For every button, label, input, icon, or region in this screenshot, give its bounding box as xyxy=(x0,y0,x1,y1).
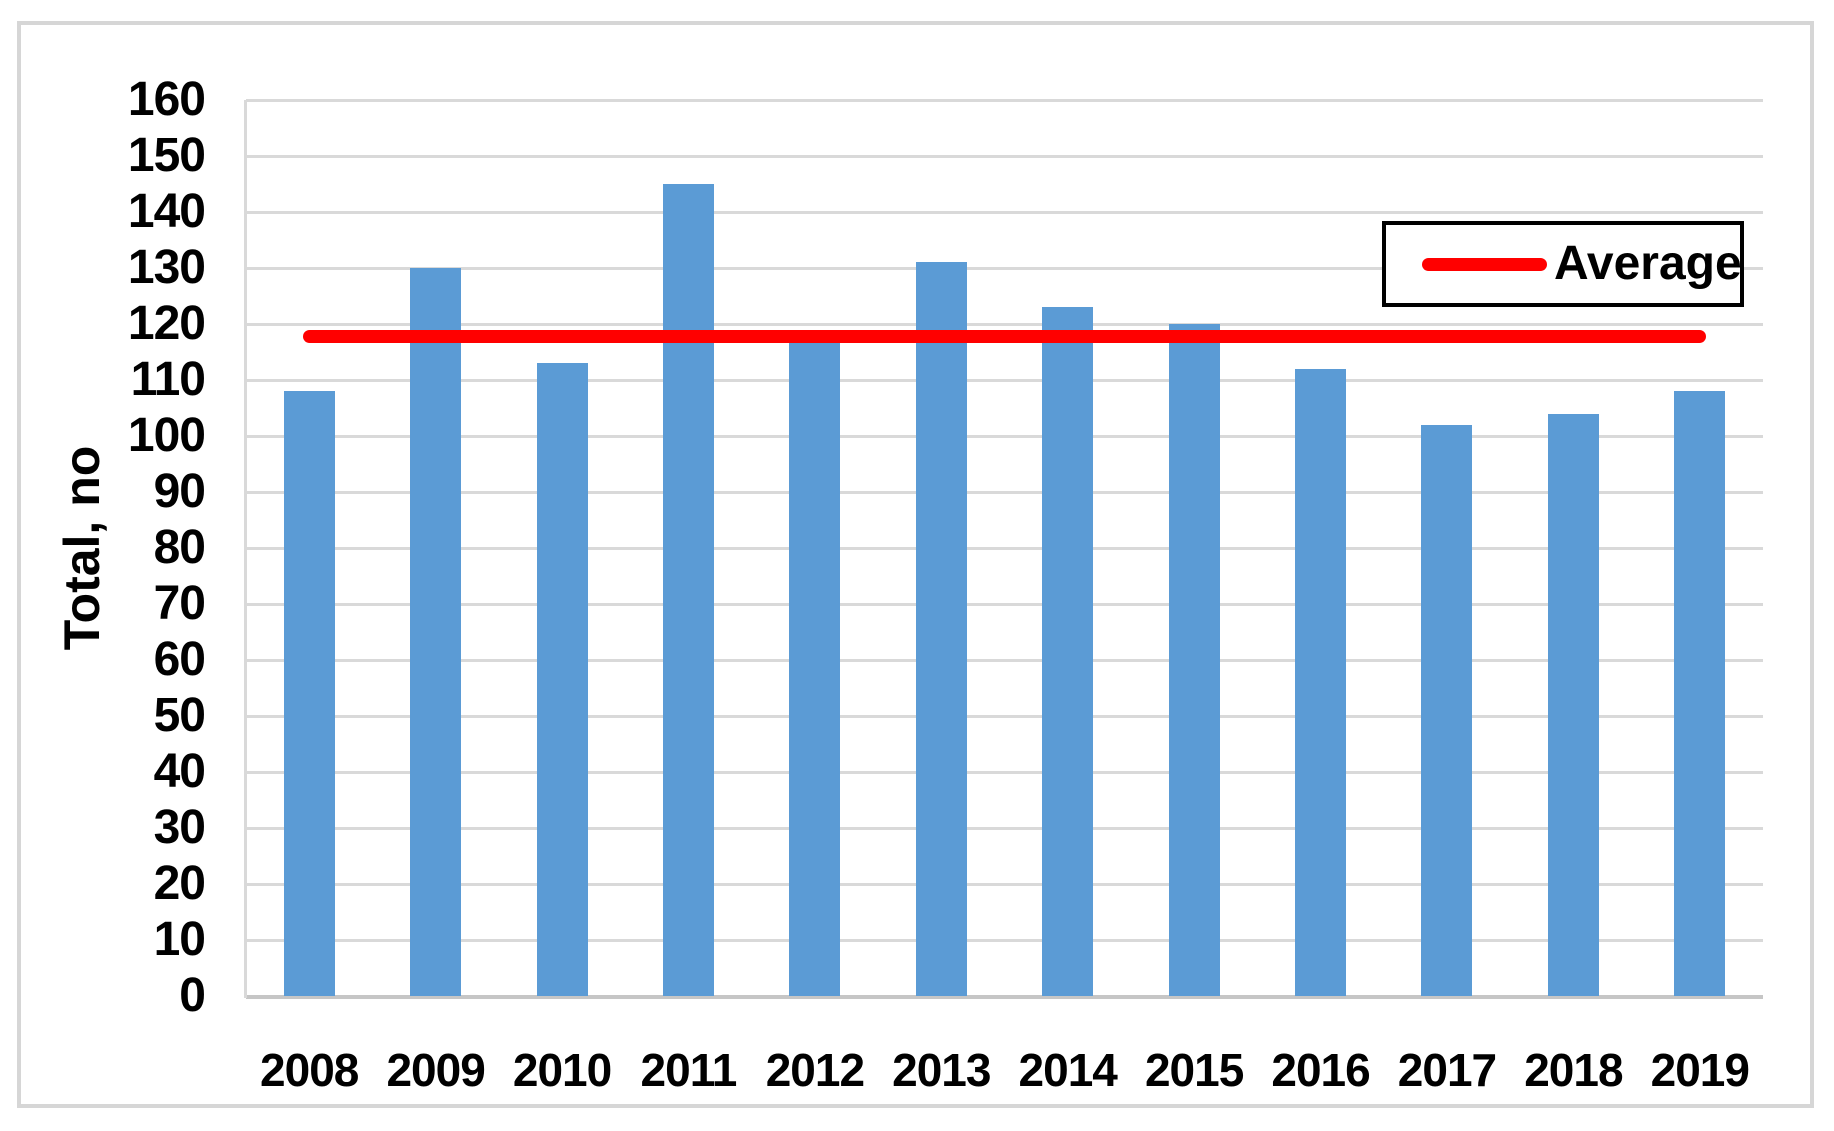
y-tick-label-80: 80 xyxy=(153,521,206,574)
gridline-110 xyxy=(246,378,1763,382)
gridline-130 xyxy=(246,266,1763,270)
x-tick-label-2011: 2011 xyxy=(640,1044,738,1096)
y-tick-label-120: 120 xyxy=(127,297,206,350)
x-tick-label-2009: 2009 xyxy=(386,1044,485,1096)
y-tick-label-40: 40 xyxy=(153,745,206,798)
gridline-10 xyxy=(246,938,1763,942)
bar-2008 xyxy=(283,391,335,996)
y-tick-label-140: 140 xyxy=(127,185,206,238)
bar-2016 xyxy=(1295,368,1347,996)
x-tick-label-2014: 2014 xyxy=(1018,1044,1118,1096)
gridline-80 xyxy=(246,546,1763,550)
gridline-120 xyxy=(246,322,1763,326)
x-tick-label-2008: 2008 xyxy=(260,1044,359,1096)
y-tick-label-60: 60 xyxy=(153,633,206,686)
plot-area xyxy=(244,98,1763,999)
average-line-swatch xyxy=(1422,257,1547,271)
y-tick-label-90: 90 xyxy=(153,465,206,518)
y-tick-label-100: 100 xyxy=(127,409,206,462)
legend-label-average: Average xyxy=(1554,237,1742,290)
bar-2011 xyxy=(662,184,714,996)
x-tick-label-2010: 2010 xyxy=(512,1044,612,1096)
x-tick-label-2012: 2012 xyxy=(765,1044,865,1096)
bar-2014 xyxy=(1042,307,1094,996)
bar-2010 xyxy=(536,363,588,996)
x-tick-label-2016: 2016 xyxy=(1271,1044,1370,1096)
y-tick-label-30: 30 xyxy=(153,801,206,854)
y-tick-label-10: 10 xyxy=(153,913,206,966)
x-tick-label-2017: 2017 xyxy=(1397,1044,1497,1096)
y-axis-line xyxy=(244,100,247,998)
gridline-150 xyxy=(246,154,1763,158)
gridline-40 xyxy=(246,770,1763,774)
gridline-70 xyxy=(246,602,1763,606)
y-tick-label-110: 110 xyxy=(130,353,206,406)
average-line xyxy=(302,330,1707,344)
gridline-0 xyxy=(246,994,1763,999)
y-tick-label-70: 70 xyxy=(153,577,206,630)
bar-2019 xyxy=(1674,391,1726,996)
bar-2017 xyxy=(1421,424,1473,996)
y-tick-label-20: 20 xyxy=(153,857,206,910)
gridline-140 xyxy=(246,210,1763,214)
y-tick-label-0: 0 xyxy=(179,969,206,1022)
legend-box: Average xyxy=(1382,221,1744,307)
bar-2015 xyxy=(1168,324,1220,996)
gridline-160 xyxy=(246,98,1763,102)
y-tick-label-150: 150 xyxy=(127,129,206,182)
gridline-50 xyxy=(246,714,1763,718)
y-tick-label-130: 130 xyxy=(127,241,206,294)
x-tick-label-2015: 2015 xyxy=(1144,1044,1244,1096)
bar-2018 xyxy=(1547,413,1599,996)
y-axis-title: Total, no xyxy=(54,445,110,651)
gridline-20 xyxy=(246,882,1763,886)
y-tick-label-160: 160 xyxy=(127,73,206,126)
x-tick-label-2018: 2018 xyxy=(1524,1044,1623,1096)
gridline-30 xyxy=(246,826,1763,830)
x-tick-label-2013: 2013 xyxy=(892,1044,991,1096)
gridline-100 xyxy=(246,434,1763,438)
bar-2013 xyxy=(915,262,967,996)
y-tick-label-50: 50 xyxy=(153,689,206,742)
gridline-60 xyxy=(246,658,1763,662)
bar-2009 xyxy=(410,268,462,996)
bar-2012 xyxy=(789,340,841,996)
x-tick-label-2019: 2019 xyxy=(1650,1044,1750,1096)
gridline-90 xyxy=(246,490,1763,494)
